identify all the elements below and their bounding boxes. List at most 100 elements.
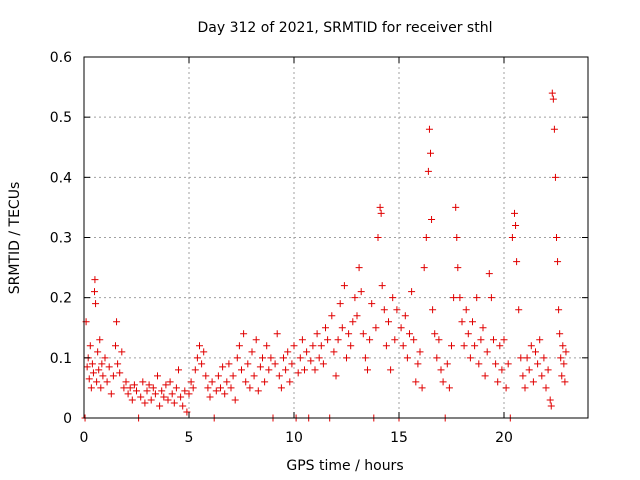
- data-point: [259, 354, 266, 362]
- data-point: [156, 402, 164, 410]
- y-axis-label: SRMTID / TECUs: [7, 182, 23, 295]
- y-tick-label: 0.5: [50, 110, 72, 126]
- y-tick-label: 0.4: [50, 170, 72, 186]
- data-point: [376, 203, 384, 211]
- data-point: [91, 276, 99, 284]
- data-point: [98, 360, 106, 368]
- data-point: [137, 393, 145, 401]
- data-point: [380, 306, 388, 314]
- data-point: [498, 366, 506, 374]
- data-point: [534, 360, 542, 368]
- data-point: [357, 288, 365, 296]
- data-point: [158, 387, 166, 395]
- data-point: [96, 336, 104, 344]
- data-point: [83, 363, 91, 371]
- data-point: [175, 366, 182, 374]
- data-point: [361, 354, 369, 362]
- data-point: [277, 384, 285, 392]
- data-point: [328, 312, 336, 320]
- data-point: [397, 324, 405, 332]
- data-point: [143, 387, 151, 395]
- data-point: [248, 348, 256, 356]
- data-point: [435, 336, 443, 344]
- data-point: [246, 384, 254, 392]
- data-point: [406, 330, 413, 338]
- data-point: [452, 203, 460, 211]
- data-point: [286, 378, 294, 386]
- data-point: [114, 360, 122, 368]
- data-point: [227, 384, 235, 392]
- data-point: [425, 125, 433, 133]
- data-point: [349, 318, 357, 326]
- grid: [84, 57, 588, 418]
- data-point: [162, 381, 170, 389]
- data-point: [91, 288, 98, 296]
- data-point: [512, 221, 520, 229]
- data-point: [532, 348, 539, 356]
- data-point: [212, 387, 220, 395]
- data-point: [496, 342, 504, 350]
- data-point: [458, 318, 466, 326]
- data-point: [340, 282, 348, 290]
- data-point: [235, 342, 243, 350]
- data-point: [225, 360, 233, 368]
- data-point: [122, 378, 130, 386]
- data-point: [112, 342, 119, 350]
- data-point: [191, 366, 199, 374]
- data-point: [529, 378, 537, 386]
- data-point: [296, 354, 304, 362]
- data-point: [288, 360, 296, 368]
- data-point: [517, 354, 525, 362]
- data-point: [139, 378, 147, 386]
- data-point: [334, 336, 342, 344]
- data-point: [208, 378, 216, 386]
- data-point: [473, 294, 481, 302]
- data-point: [338, 324, 346, 332]
- data-point: [172, 384, 180, 392]
- data-point: [469, 318, 476, 326]
- data-point: [416, 348, 424, 356]
- data-point: [443, 360, 451, 368]
- data-point: [280, 354, 287, 362]
- data-point: [554, 258, 562, 266]
- data-point: [403, 354, 411, 362]
- data-point: [315, 354, 323, 362]
- data-point: [385, 318, 392, 326]
- data-point: [399, 342, 407, 350]
- data-point: [464, 330, 472, 338]
- data-point: [244, 360, 252, 368]
- data-point: [130, 381, 138, 389]
- data-point: [553, 234, 560, 241]
- data-point: [453, 234, 461, 241]
- data-point: [548, 89, 556, 97]
- data-point: [485, 270, 493, 278]
- data-point: [284, 348, 292, 356]
- data-point: [547, 402, 555, 410]
- data-point: [265, 366, 273, 374]
- data-point: [86, 342, 94, 350]
- data-point: [271, 360, 279, 368]
- data-point: [422, 234, 430, 241]
- data-point: [551, 173, 559, 181]
- data-point: [456, 294, 464, 302]
- data-point: [322, 324, 329, 332]
- data-point: [118, 348, 126, 356]
- data-point: [301, 366, 308, 374]
- data-point: [366, 336, 374, 344]
- data-point: [487, 294, 495, 302]
- data-point: [97, 384, 105, 392]
- data-point: [89, 369, 97, 377]
- y-tick-label: 0.3: [50, 231, 72, 247]
- data-point: [250, 372, 258, 380]
- data-point: [92, 300, 100, 308]
- data-point: [368, 300, 376, 308]
- data-point: [202, 372, 210, 380]
- data-point: [544, 366, 552, 374]
- data-point: [198, 360, 206, 368]
- data-point: [542, 384, 550, 392]
- data-point: [88, 360, 96, 368]
- data-point: [185, 390, 193, 398]
- data-point: [393, 306, 401, 314]
- data-point: [555, 306, 563, 314]
- y-tick-label: 0.6: [50, 50, 72, 66]
